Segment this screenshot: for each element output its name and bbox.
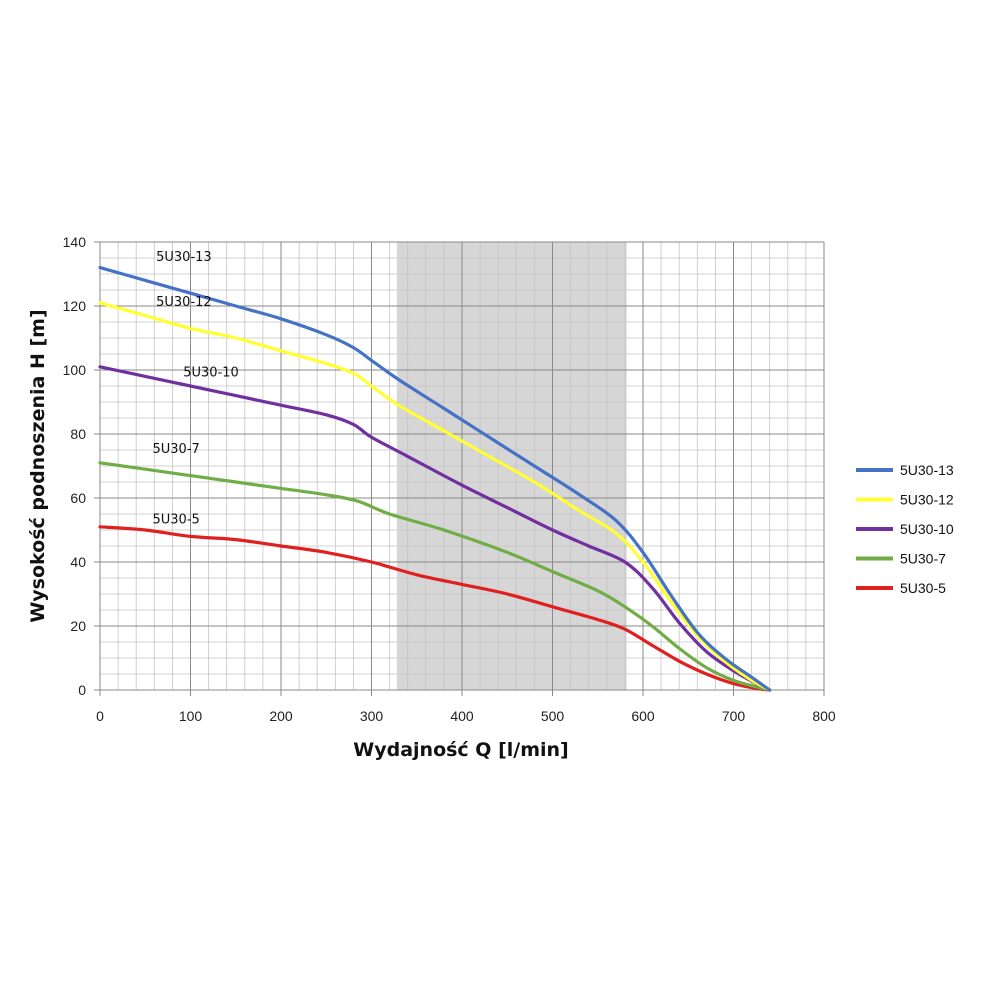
series-line-5u30-5 bbox=[98, 525, 772, 692]
x-tick-label: 200 bbox=[269, 708, 293, 724]
y-tick-label: 120 bbox=[63, 298, 87, 314]
curve-label: 5U30-7 bbox=[152, 442, 199, 457]
x-tick-label: 700 bbox=[722, 708, 746, 724]
y-tick-label: 0 bbox=[78, 682, 86, 698]
legend-label: 5U30-7 bbox=[900, 551, 946, 567]
curve-label: 5U30-12 bbox=[156, 295, 212, 310]
legend-label: 5U30-13 bbox=[900, 462, 954, 478]
x-tick-labels: 0 100 200 300 400 500 600 700 800 bbox=[96, 708, 836, 724]
x-tick-label: 800 bbox=[812, 708, 836, 724]
x-tick-label: 500 bbox=[541, 708, 565, 724]
y-tick-label: 100 bbox=[63, 362, 87, 378]
legend-label: 5U30-10 bbox=[900, 521, 954, 537]
legend-label: 5U30-5 bbox=[900, 580, 946, 596]
series-line-5u30-10 bbox=[98, 365, 772, 692]
y-tick-label: 40 bbox=[70, 554, 86, 570]
y-tick-label: 80 bbox=[70, 426, 86, 442]
x-tick-label: 100 bbox=[179, 708, 203, 724]
x-tick-label: 600 bbox=[631, 708, 655, 724]
series-line-5u30-13 bbox=[98, 266, 772, 692]
curve-labels: 5U30-13 5U30-12 5U30-10 5U30-7 5U30-5 bbox=[152, 250, 238, 527]
curve-label: 5U30-13 bbox=[156, 250, 212, 265]
y-tick-label: 20 bbox=[70, 618, 86, 634]
curve-label: 5U30-10 bbox=[183, 365, 239, 380]
series-line-5u30-12 bbox=[98, 301, 772, 692]
y-tick-labels: 0 20 40 60 80 100 120 140 bbox=[63, 234, 87, 698]
series-lines bbox=[98, 266, 772, 692]
y-axis-title: Wysokość podnoszenia H [m] bbox=[27, 309, 49, 622]
series-line-5u30-7 bbox=[98, 461, 772, 692]
x-tick-label: 400 bbox=[450, 708, 474, 724]
x-axis-title: Wydajność Q [l/min] bbox=[353, 739, 568, 761]
curve-label: 5U30-5 bbox=[152, 513, 199, 528]
legend-label: 5U30-12 bbox=[900, 492, 954, 508]
y-tick-label: 140 bbox=[63, 234, 87, 250]
x-tick-label: 0 bbox=[96, 708, 104, 724]
x-tick-label: 300 bbox=[360, 708, 384, 724]
legend: 5U30-13 5U30-12 5U30-10 5U30-7 5U30-5 bbox=[856, 462, 954, 596]
y-tick-label: 60 bbox=[70, 490, 86, 506]
